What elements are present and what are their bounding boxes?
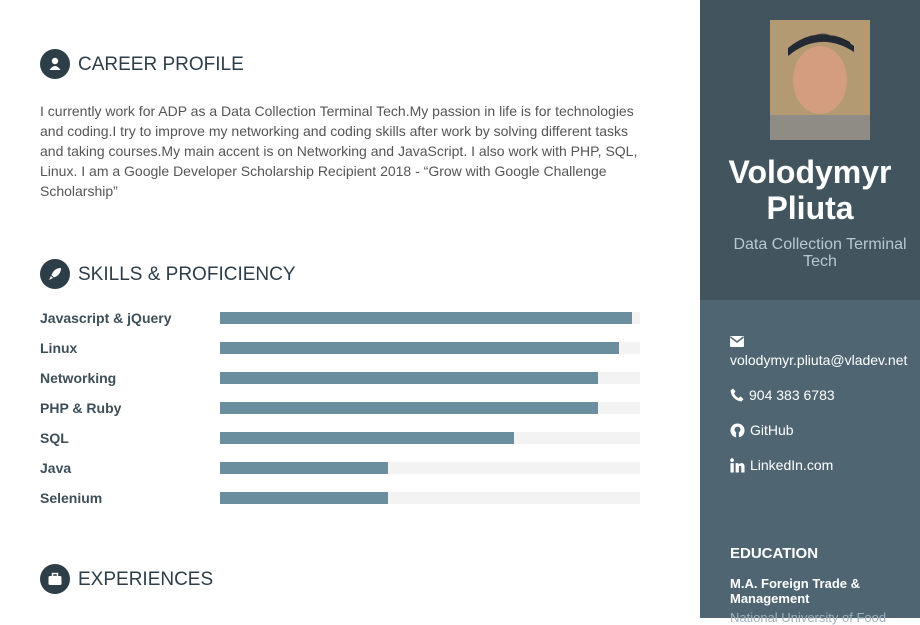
skill-bar bbox=[220, 462, 388, 474]
skill-bar bbox=[220, 312, 632, 324]
linkedin-link[interactable]: LinkedIn.com bbox=[750, 457, 834, 473]
skill-track bbox=[220, 492, 640, 504]
skill-bar bbox=[220, 402, 598, 414]
skill-track bbox=[220, 312, 640, 324]
skill-track bbox=[220, 342, 640, 354]
github-link[interactable]: GitHub bbox=[750, 422, 794, 438]
section-title: SKILLS & PROFICIENCY bbox=[78, 264, 296, 285]
degree: M.A. Foreign Trade & Management bbox=[730, 576, 861, 606]
skill-name: Javascript & jQuery bbox=[40, 310, 172, 326]
skill-track bbox=[220, 432, 640, 444]
skill-bar bbox=[220, 372, 598, 384]
person-name: Volodymyr Pliuta bbox=[728, 154, 892, 226]
skill-name: PHP & Ruby bbox=[40, 400, 122, 416]
profile-text: I currently work for ADP as a Data Colle… bbox=[40, 103, 638, 199]
skill-name: SQL bbox=[40, 430, 69, 446]
phone-icon bbox=[730, 388, 744, 402]
skills-icon bbox=[40, 259, 70, 289]
email-icon bbox=[730, 336, 744, 347]
skill-name: Java bbox=[40, 460, 72, 476]
section-title: CAREER PROFILE bbox=[78, 54, 244, 75]
experiences-icon bbox=[40, 564, 70, 594]
sidebar-header: Volodymyr Pliuta Data Collection Termina… bbox=[700, 0, 920, 300]
email-link[interactable]: volodymyr.pliuta@vladev.net bbox=[730, 352, 908, 368]
tagline: Data Collection Terminal Tech bbox=[733, 236, 907, 270]
skill-bar bbox=[220, 492, 388, 504]
github-icon bbox=[730, 423, 745, 438]
sidebar-body: volodymyr.pliuta@vladev.net 904 383 6783… bbox=[700, 300, 920, 625]
skill-track bbox=[220, 462, 640, 474]
skill-name: Linux bbox=[40, 340, 78, 356]
profile-icon bbox=[40, 49, 70, 79]
education-title: EDUCATION bbox=[730, 545, 819, 562]
linkedin-icon bbox=[730, 458, 745, 473]
skill-track bbox=[220, 402, 640, 414]
profile-photo bbox=[770, 20, 870, 140]
section-title: EXPERIENCES bbox=[78, 569, 214, 590]
phone: 904 383 6783 bbox=[749, 387, 835, 403]
skill-track bbox=[220, 372, 640, 384]
skill-bar bbox=[220, 342, 619, 354]
skill-name: Networking bbox=[40, 370, 117, 386]
skill-bar bbox=[220, 432, 514, 444]
skill-name: Selenium bbox=[40, 490, 103, 506]
